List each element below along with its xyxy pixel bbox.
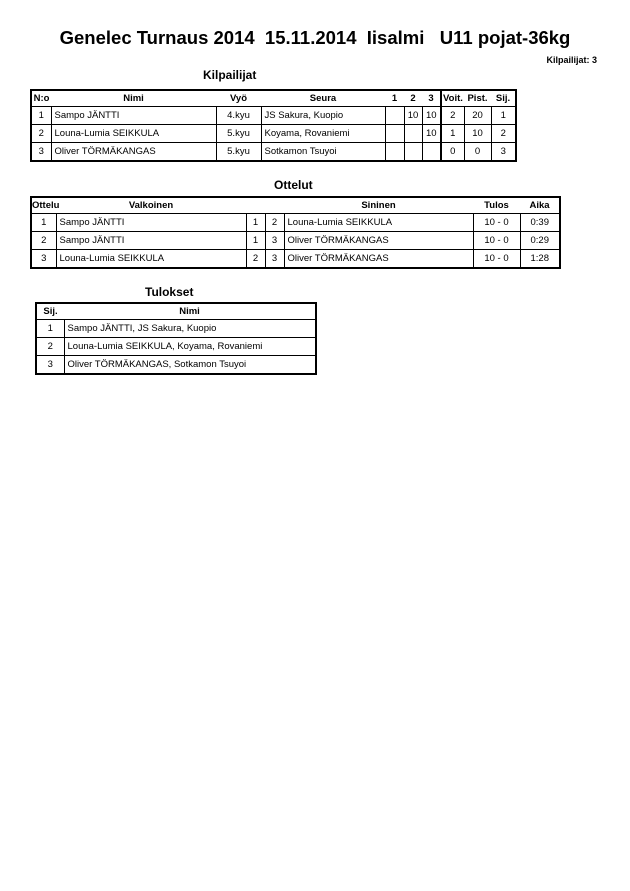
matches-cell: 2 (245, 249, 266, 269)
matches-heading: Ottelut (274, 178, 313, 192)
competitors-row: 1 Sampo JÄNTTI 4.kyu JS Sakura, Kuopio 10 10 2… (30, 106, 517, 125)
results-header-cell: Nimi (64, 303, 316, 320)
matches-cell: 1:28 (519, 249, 561, 269)
competitors-cell: 3 (30, 142, 52, 162)
competitors-cell: 2 (490, 124, 517, 143)
results-header-cell: Sij. (36, 303, 64, 320)
page-title: Genelec Turnaus 2014 15.11.2014 Iisalmi … (59, 27, 571, 48)
competitors-cell (384, 106, 405, 125)
competitors-header-cell: Nimi (51, 90, 216, 107)
results-cell: 1 (35, 319, 65, 338)
competitors-cell: 5.kyu (215, 124, 262, 143)
matches-header-cell: Aika (520, 197, 560, 214)
competitors-cell: Koyama, Rovaniemi (260, 124, 386, 143)
matches-cell: 2 (264, 213, 285, 232)
competitors-row: 3 Oliver TÖRMÄKANGAS 5.kyu Sotkamon Tsuyoi 0… (30, 142, 517, 162)
competitors-heading: Kilpailijat (203, 68, 257, 82)
matches-header-cell: Ottelu (31, 197, 59, 214)
competitors-cell (403, 142, 423, 162)
results-cell: Sampo JÄNTTI, JS Sakura, Kuopio (63, 319, 317, 338)
competitors-cell: 10 (421, 106, 442, 125)
matches-cell: 0:39 (519, 213, 561, 232)
competitors-cell (421, 142, 442, 162)
competitors-cell (403, 124, 423, 143)
matches-row: 1 Sampo JÄNTTI 1 2 Louna-Lumia SEIKKULA 10 - … (30, 213, 561, 232)
competitors-header-cell: 2 (404, 90, 422, 107)
matches-cell: Sampo JÄNTTI (55, 231, 247, 250)
competitors-header-cell: Vyö (216, 90, 261, 107)
competitors-cell: 4.kyu (215, 106, 262, 125)
competitors-cell: JS Sakura, Kuopio (260, 106, 386, 125)
competitors-cell: 10 (463, 124, 492, 143)
competitors-cell: Sampo JÄNTTI (50, 106, 217, 125)
competitors-cell: 20 (463, 106, 492, 125)
competitors-header-cell: 3 (422, 90, 441, 107)
matches-cell: 10 - 0 (472, 231, 521, 250)
matches-table: Ottelu Valkoinen Sininen Tulos Aika 1 Sampo JÄ… (30, 196, 561, 269)
competitors-row: 2 Louna-Lumia SEIKKULA 5.kyu Koyama, Rovani… (30, 124, 517, 143)
competitors-header-cell: N:o (31, 90, 51, 107)
matches-cell: 10 - 0 (472, 213, 521, 232)
competitors-cell: 1 (30, 106, 52, 125)
matches-cell: 10 - 0 (472, 249, 521, 269)
matches-cell: Louna-Lumia SEIKKULA (283, 213, 474, 232)
competitor-count: Kilpailijat: 3 (546, 55, 597, 65)
competitors-table: N:o Nimi Vyö Seura 1 2 3 Voit. Pist. Sij. 1 Sampo J… (30, 89, 517, 162)
competitors-cell: Louna-Lumia SEIKKULA (50, 124, 217, 143)
results-cell: 3 (35, 355, 65, 375)
matches-cell: 3 (264, 249, 285, 269)
results-cell: Louna-Lumia SEIKKULA, Koyama, Rovaniemi (63, 337, 317, 356)
competitors-header-cell: Seura (261, 90, 385, 107)
results-cell: Oliver TÖRMÄKANGAS, Sotkamon Tsuyoi (63, 355, 317, 375)
matches-header-cell: Sininen (284, 197, 473, 214)
matches-cell: 1 (30, 213, 57, 232)
competitors-cell: 2 (30, 124, 52, 143)
matches-row: 3 Louna-Lumia SEIKKULA 2 3 Oliver TÖRMÄKANGA… (30, 249, 561, 269)
matches-cell: Oliver TÖRMÄKANGAS (283, 249, 474, 269)
results-table: Sij. Nimi 1 Sampo JÄNTTI, JS Sakura, Kuopio… (35, 302, 317, 375)
competitors-cell: Oliver TÖRMÄKANGAS (50, 142, 217, 162)
matches-cell: 3 (264, 231, 285, 250)
matches-cell: Louna-Lumia SEIKKULA (55, 249, 247, 269)
matches-header-cell: Valkoinen (56, 197, 246, 214)
matches-cell: 1 (245, 213, 266, 232)
matches-cell: Sampo JÄNTTI (55, 213, 247, 232)
competitors-cell (384, 124, 405, 143)
competitors-cell: 1 (490, 106, 517, 125)
competitors-header-cell: Sij. (491, 90, 516, 107)
competitors-header-cell: Voit. (440, 90, 464, 107)
competitors-cell: 1 (440, 124, 465, 143)
competitors-cell: 2 (440, 106, 465, 125)
competitors-header-cell: Pist. (464, 90, 491, 107)
competitors-cell: Sotkamon Tsuyoi (260, 142, 386, 162)
competitors-cell: 3 (490, 142, 517, 162)
competitors-cell: 0 (440, 142, 465, 162)
matches-header-cell (246, 197, 265, 214)
matches-cell: 2 (30, 231, 57, 250)
competitors-cell: 5.kyu (215, 142, 262, 162)
results-row: 3 Oliver TÖRMÄKANGAS, Sotkamon Tsuyoi (35, 355, 317, 375)
matches-cell: 3 (30, 249, 57, 269)
results-heading: Tulokset (145, 285, 194, 299)
matches-cell: Oliver TÖRMÄKANGAS (283, 231, 474, 250)
matches-header-cell (265, 197, 284, 214)
competitors-cell: 10 (421, 124, 442, 143)
competitors-cell: 0 (463, 142, 492, 162)
matches-header-cell: Tulos (473, 197, 520, 214)
matches-cell: 1 (245, 231, 266, 250)
matches-cell: 0:29 (519, 231, 561, 250)
results-cell: 2 (35, 337, 65, 356)
competitors-cell (384, 142, 405, 162)
results-row: 2 Louna-Lumia SEIKKULA, Koyama, Rovaniemi (35, 337, 317, 356)
results-row: 1 Sampo JÄNTTI, JS Sakura, Kuopio (35, 319, 317, 338)
competitors-cell: 10 (403, 106, 423, 125)
competitors-header-cell: 1 (385, 90, 404, 107)
